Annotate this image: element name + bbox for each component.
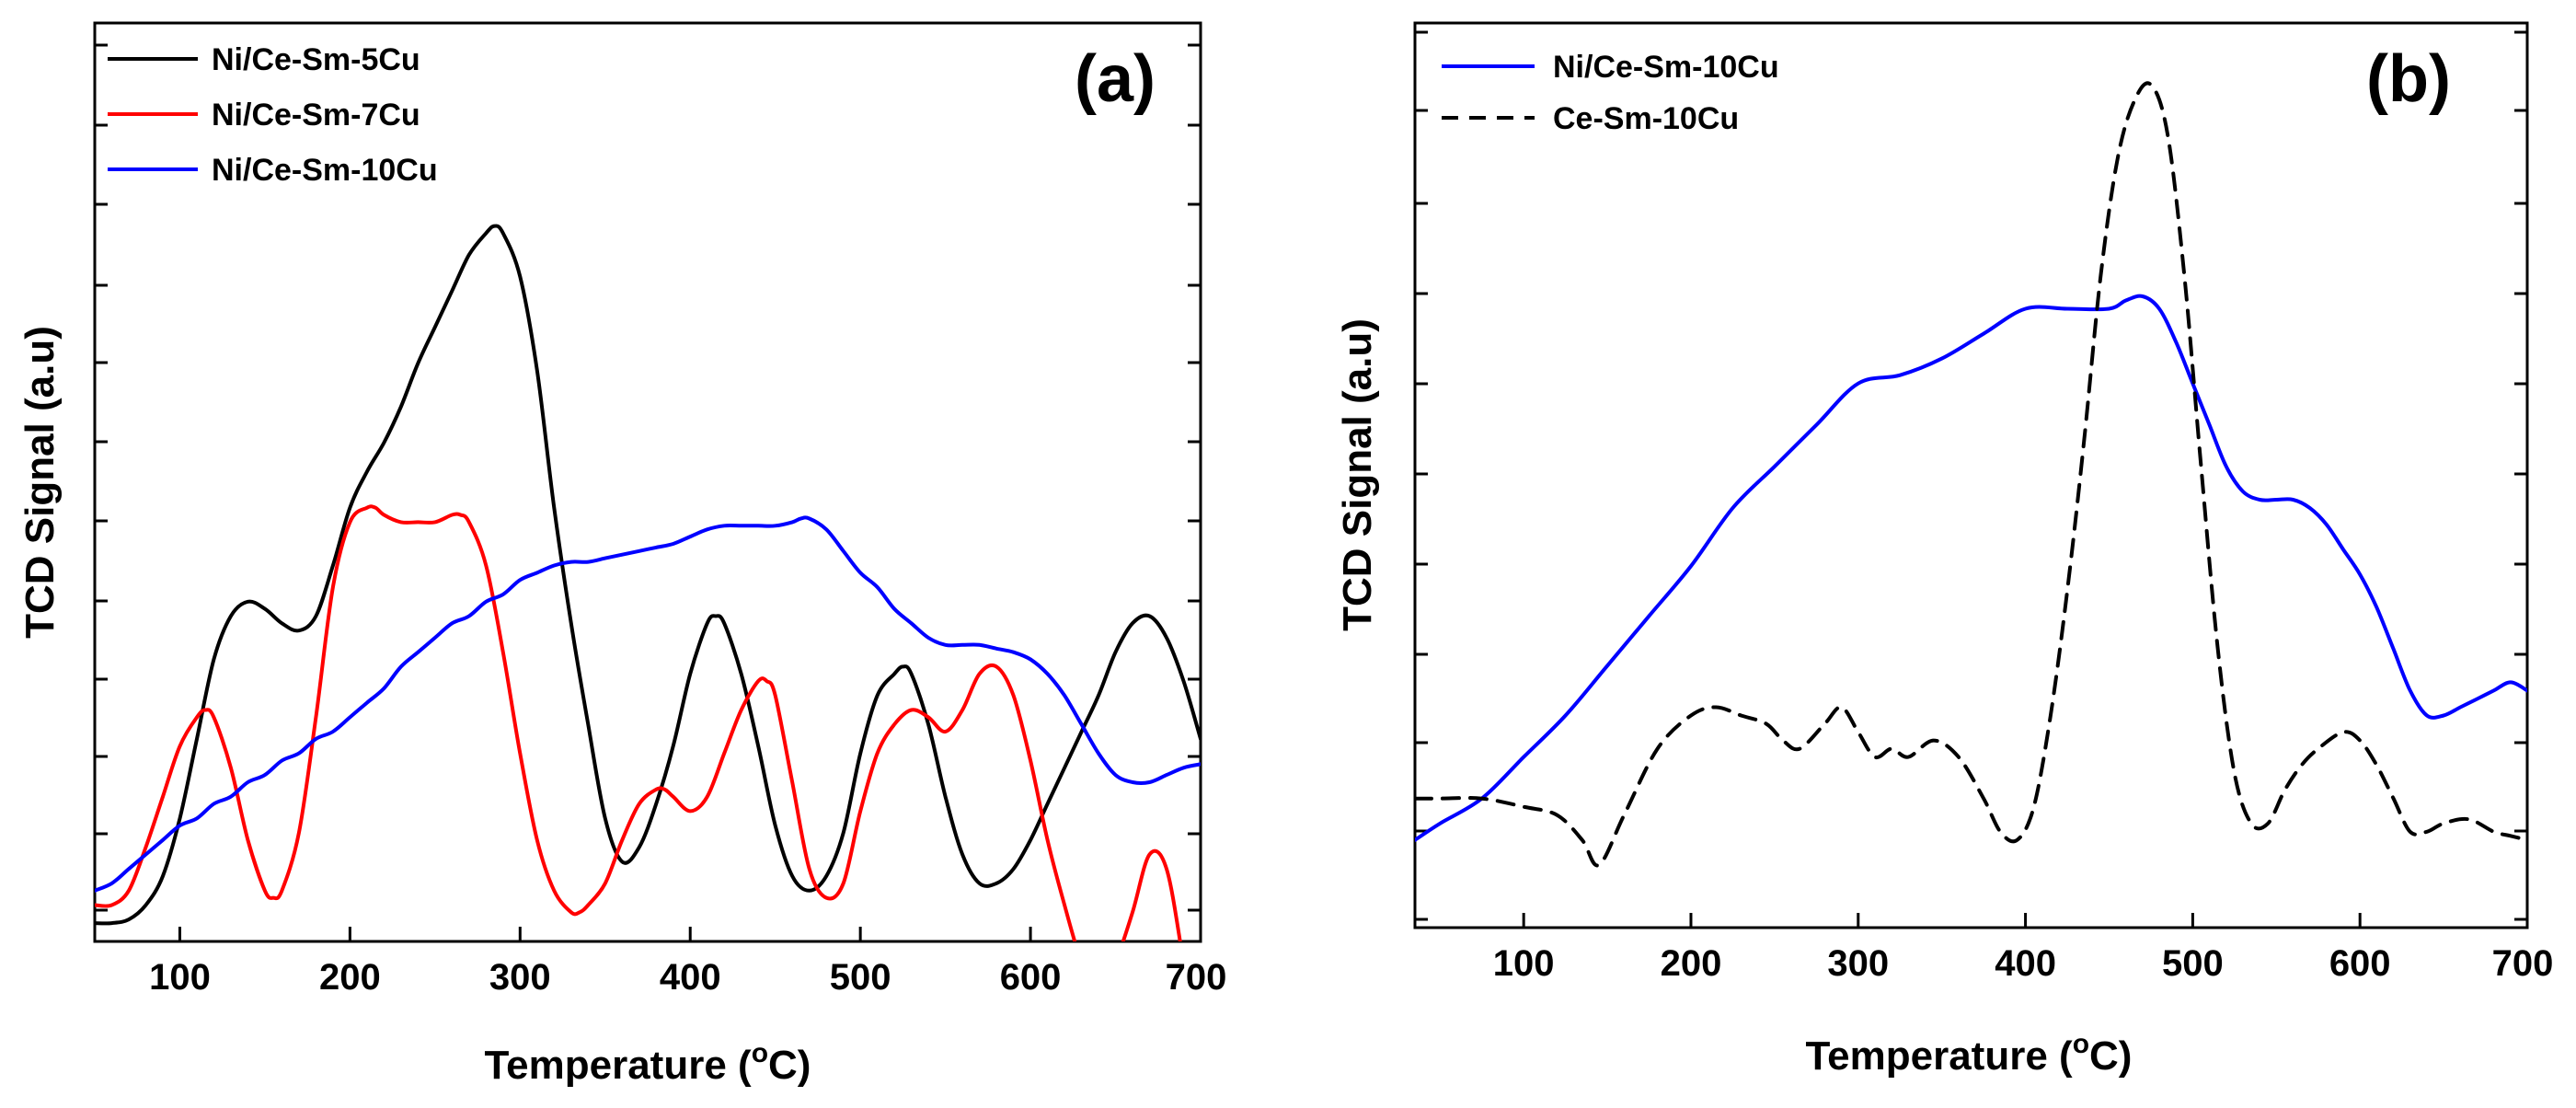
panel-label-b: (b) — [2366, 42, 2451, 116]
x-axis-title-b: Temperature (oC) — [1806, 1029, 2133, 1079]
legend-a: Ni/Ce-Sm-5Cu Ni/Ce-Sm-7Cu Ni/Ce-Sm-10Cu — [108, 42, 438, 188]
panel-label-a: (a) — [1075, 42, 1156, 116]
chart-panel-b: 100 200 300 400 500 600 700 (b) Ni/Ce-Sm-10Cu … — [1335, 21, 2554, 1079]
y-axis-title-b: TCD Signal (a.u) — [1335, 318, 1380, 631]
x-tick-label-b-200: 200 — [1661, 943, 1722, 984]
x-axis-title-a: Temperature (oC) — [485, 1038, 811, 1088]
plot-frame-b — [1413, 21, 2529, 929]
x-axis-title-a-main: Temperature ( — [485, 1043, 752, 1088]
y-axis-title-a: TCD Signal (a.u) — [17, 326, 63, 639]
x-tick-label-b-700: 700 — [2492, 943, 2554, 984]
series-layer-a — [95, 224, 1201, 941]
x-ticks-b: 100 200 300 400 500 600 700 — [1493, 913, 2554, 984]
x-axis-title-b-sup: o — [2073, 1029, 2089, 1059]
x-tick-label-a-200: 200 — [319, 957, 381, 998]
x-tick-label-a-500: 500 — [830, 957, 891, 998]
x-tick-label-b-300: 300 — [1827, 943, 1889, 984]
y-ticks-a — [95, 43, 1201, 912]
x-tick-label-b-600: 600 — [2329, 943, 2391, 984]
x-axis-title-a-unit: C) — [768, 1043, 811, 1088]
x-tick-label-a-300: 300 — [489, 957, 551, 998]
legend-label-5cu: Ni/Ce-Sm-5Cu — [212, 42, 420, 77]
x-ticks-a: 100 200 300 400 500 600 700 — [149, 927, 1226, 998]
legend-label-10cu-a: Ni/Ce-Sm-10Cu — [212, 153, 438, 188]
legend-b: Ni/Ce-Sm-10Cu Ce-Sm-10Cu — [1442, 50, 1779, 136]
y-ticks-b — [1415, 30, 2527, 921]
chart-panel-a: 100 200 300 400 500 600 700 (a) Ni/Ce-Sm-5Cu N… — [17, 21, 1226, 1088]
series-line-a-ni-ce-sm-5cu — [95, 224, 1201, 926]
x-tick-label-b-100: 100 — [1493, 943, 1555, 984]
x-axis-title-b-main: Temperature ( — [1806, 1033, 2073, 1079]
series-layer-b — [1415, 81, 2527, 868]
x-tick-label-a-700: 700 — [1166, 957, 1227, 998]
x-tick-label-b-400: 400 — [1995, 943, 2056, 984]
legend-label-ce-sm-10cu: Ce-Sm-10Cu — [1553, 101, 1739, 136]
x-axis-title-a-sup: o — [752, 1038, 768, 1068]
x-tick-label-a-100: 100 — [149, 957, 211, 998]
x-tick-label-b-500: 500 — [2162, 943, 2224, 984]
series-line-a-ni-ce-sm-7cu — [95, 504, 1182, 941]
x-axis-title-b-unit: C) — [2089, 1033, 2132, 1079]
plot-frame-a — [93, 21, 1202, 943]
legend-label-10cu-b: Ni/Ce-Sm-10Cu — [1553, 50, 1779, 85]
legend-label-7cu: Ni/Ce-Sm-7Cu — [212, 98, 420, 133]
series-line-a-ni-ce-sm-10cu — [95, 515, 1201, 893]
series-line-b-ce-sm-10cu — [1415, 81, 2527, 868]
x-tick-label-a-600: 600 — [1000, 957, 1062, 998]
series-line-b-ni-ce-sm-10cu — [1415, 294, 2527, 842]
x-tick-label-a-400: 400 — [660, 957, 721, 998]
